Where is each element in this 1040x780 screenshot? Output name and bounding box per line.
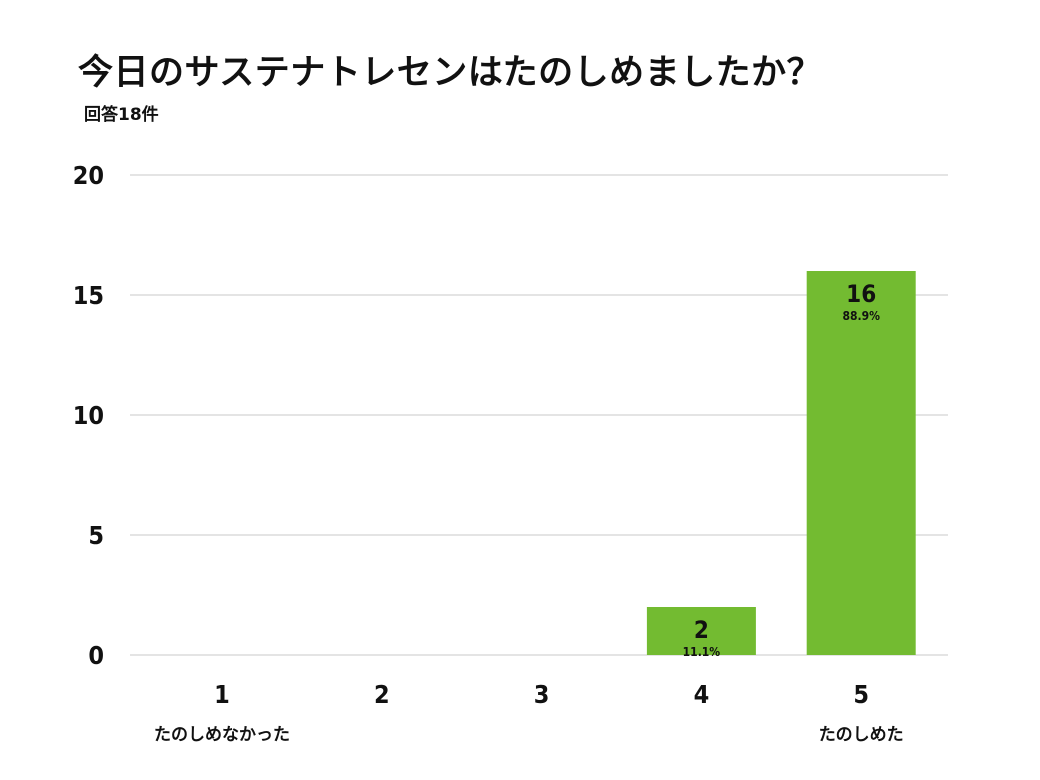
y-tick-label: 0 <box>88 641 104 670</box>
x-category-sublabel: たのしめなかった <box>154 725 290 745</box>
y-tick-label: 10 <box>73 401 104 430</box>
response-count: 回答18件 <box>84 105 159 125</box>
y-tick-label: 20 <box>73 161 104 190</box>
bar-4 <box>646 607 756 655</box>
bar-value-label: 16 <box>846 280 876 308</box>
y-tick-label: 5 <box>88 521 104 550</box>
x-tick-label: 5 <box>853 680 869 709</box>
bar-value-label: 2 <box>694 616 709 644</box>
x-tick-label: 3 <box>534 680 550 709</box>
x-category-sublabel: たのしめた <box>819 725 904 745</box>
bar-percent-label: 88.9% <box>842 309 880 323</box>
y-tick-label: 15 <box>73 281 104 310</box>
bar-5 <box>806 271 916 655</box>
bar-percent-label: 11.1% <box>683 645 721 659</box>
x-tick-label: 2 <box>374 680 390 709</box>
chart-title: 今日のサステナトレセンはたのしめましたか？ <box>78 53 823 93</box>
x-tick-label: 4 <box>694 680 710 709</box>
x-tick-label: 1 <box>214 680 230 709</box>
